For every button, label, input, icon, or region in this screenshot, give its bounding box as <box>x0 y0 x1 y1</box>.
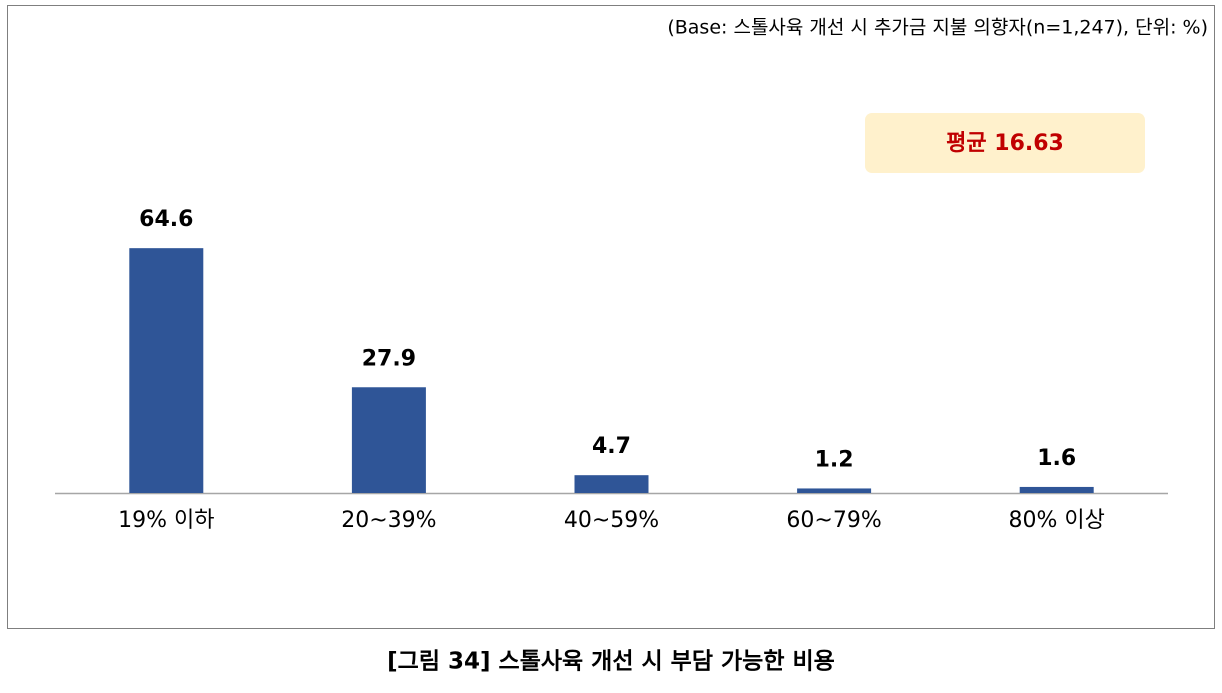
x-tick-label: 40~59% <box>564 508 659 533</box>
x-tick-label: 60~79% <box>786 508 881 533</box>
x-tick-label: 80% 이상 <box>1009 508 1105 533</box>
base-note: (Base: 스톨사육 개선 시 추가금 지불 의향자(n=1,247), 단위… <box>667 17 1208 39</box>
value-label: 64.6 <box>139 207 193 232</box>
value-label: 4.7 <box>592 434 631 459</box>
average-label: 평균 16.63 <box>946 131 1064 156</box>
value-label: 1.6 <box>1037 446 1076 471</box>
bar <box>129 248 204 493</box>
bar <box>1019 486 1094 493</box>
average-box <box>865 113 1145 173</box>
caption: [그림 34] 스톨사육 개선 시 부담 가능한 비용 <box>387 649 835 675</box>
value-label: 1.2 <box>815 447 854 472</box>
x-tick-label: 19% 이하 <box>118 508 214 533</box>
bar <box>574 475 649 493</box>
bar <box>351 387 426 493</box>
value-label: 27.9 <box>362 346 416 371</box>
bar <box>797 488 872 493</box>
chart-border <box>7 5 1215 629</box>
x-tick-label: 20~39% <box>341 508 436 533</box>
